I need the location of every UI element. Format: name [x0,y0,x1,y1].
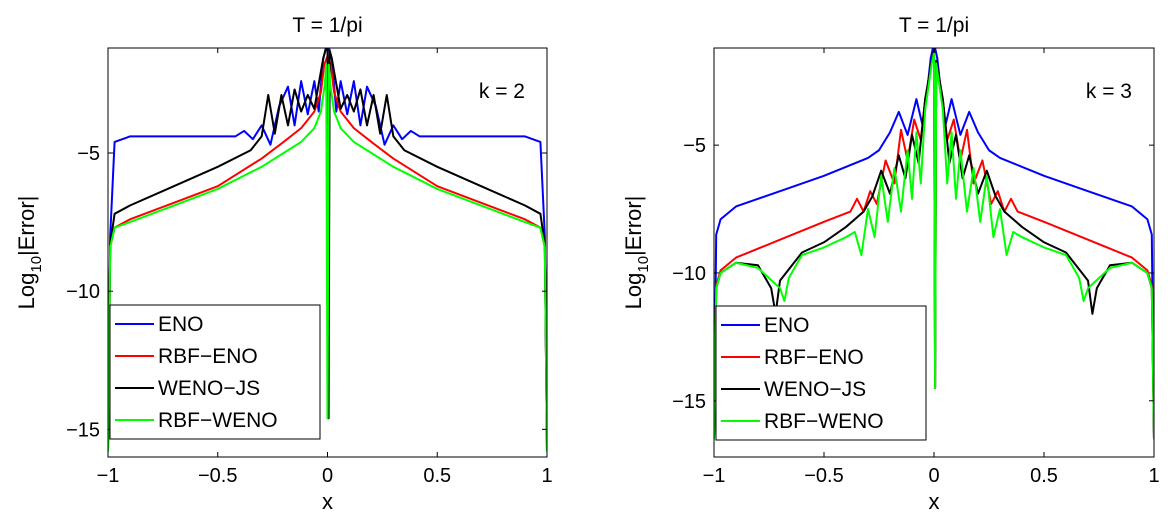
chart-title: T = 1/pi [899,14,969,37]
legend-label: WENO−JS [158,377,260,400]
x-axis-label: x [322,489,333,513]
x-tick-label: −0.5 [198,465,237,487]
chart-panel-1: −1 −0.5 0 0.5 1 −5 −10 −15 T = 1/pi k = 2 x Log10|E… [14,14,553,514]
legend-label: ENO [764,314,810,337]
y-tick-label: −5 [77,143,100,165]
x-tick-label: 0.5 [1030,465,1058,487]
legend-label: RBF−ENO [764,346,864,369]
series-line-eno [108,48,547,452]
legend-box [715,305,927,441]
x-tick-label: 1 [1148,465,1159,487]
legend-box [109,304,321,440]
chart-title: T = 1/pi [292,14,362,37]
y-axis-label: Log10|Error| [621,196,652,310]
plot-area [714,48,1154,440]
y-axis-label-rest: |Error| [621,196,646,256]
legend-label: ENO [158,313,204,336]
x-tick-label: −1 [703,465,726,487]
y-tick-label: −15 [66,419,100,441]
chart-panel-2: −1 −0.5 0 0.5 1 −5 −10 −15 T = 1/pi k = 3 x Log10|E… [621,14,1160,514]
series-line-eno [714,48,1154,440]
legend: ENO RBF−ENO WENO−JS RBF−WENO [715,305,927,441]
x-tick-label: −0.5 [804,465,843,487]
legend-label: RBF−WENO [158,409,278,432]
x-axis-label: x [929,489,940,513]
legend: ENO RBF−ENO WENO−JS RBF−WENO [109,304,321,440]
y-tick-label: −10 [672,263,706,285]
plot-area [108,48,547,452]
k-annotation: k = 3 [1086,80,1132,103]
k-annotation: k = 2 [479,80,525,103]
x-tick-label: 1 [541,465,552,487]
y-axis-label: Log10|Error| [14,196,45,310]
x-tick-label: 0.5 [423,465,451,487]
legend-label: WENO−JS [764,378,866,401]
legend-label: RBF−WENO [764,410,884,433]
y-axis-label-base: Log [14,273,39,310]
y-tick-label: −15 [672,391,706,413]
series-line-rbf-weno [108,63,547,452]
y-axis-label-base: Log [621,273,646,310]
x-tick-label: 0 [322,465,333,487]
y-tick-label: −10 [66,281,100,303]
x-tick-label: −1 [97,465,120,487]
x-tick-label: 0 [928,465,939,487]
legend-label: RBF−ENO [158,345,258,368]
series-line-rbf-weno [714,52,1154,440]
y-tick-label: −5 [683,135,706,157]
y-axis-label-rest: |Error| [14,196,39,256]
y-axis-label-sub: 10 [28,256,45,273]
y-axis-label-sub: 10 [635,256,652,273]
